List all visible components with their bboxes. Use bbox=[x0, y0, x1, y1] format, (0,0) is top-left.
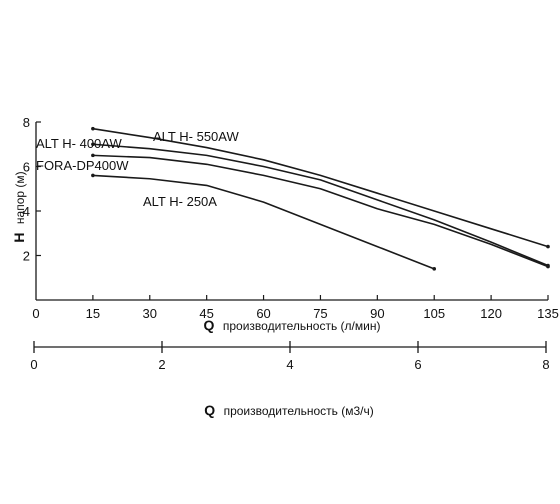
series-end-point bbox=[546, 264, 550, 269]
series-start-point bbox=[91, 126, 95, 131]
series-1: ALT H- 550AW bbox=[91, 126, 550, 249]
series-4: ALT H- 250A bbox=[91, 173, 437, 271]
secondary-axis-label-prefix: Q bbox=[204, 402, 215, 418]
y-axis-label-text: напор (м) bbox=[13, 171, 27, 224]
y-tick-label: 8 bbox=[23, 115, 30, 130]
x-tick-label: 105 bbox=[423, 306, 445, 321]
secondary-tick-label: 4 bbox=[286, 357, 293, 372]
x-tick-label: 120 bbox=[480, 306, 502, 321]
series-label: FORA-DP400W bbox=[36, 158, 129, 173]
x-axis-label-text: производительность (л/мин) bbox=[223, 319, 381, 333]
x-tick-label: 135 bbox=[537, 306, 559, 321]
x-tick-label: 60 bbox=[256, 306, 270, 321]
series-3: FORA-DP400W bbox=[36, 153, 550, 269]
x-tick-label: 75 bbox=[313, 306, 327, 321]
x-tick-label: 30 bbox=[143, 306, 157, 321]
secondary-tick-label: 6 bbox=[414, 357, 421, 372]
series-start-point bbox=[91, 173, 95, 178]
secondary-axis-label-text: производительность (м3/ч) bbox=[224, 404, 374, 418]
x-axis-ticks: 0 15 30 45 60 75 90 105 120 135 bbox=[32, 295, 559, 321]
secondary-axis-label: Q производительность (м3/ч) bbox=[204, 402, 374, 419]
secondary-tick-label: 2 bbox=[158, 357, 165, 372]
series-label: ALT H- 400AW bbox=[36, 136, 122, 151]
secondary-tick-label: 0 bbox=[30, 357, 37, 372]
y-tick-label: 2 bbox=[23, 249, 30, 264]
series-line bbox=[92, 154, 549, 268]
series-2: ALT H- 400AW bbox=[36, 136, 550, 268]
series-start-point bbox=[91, 142, 95, 147]
secondary-flow-axis: 0 2 4 6 8 bbox=[30, 341, 550, 372]
x-tick-label: 15 bbox=[86, 306, 100, 321]
y-tick-label: 6 bbox=[23, 160, 30, 175]
series-layer: ALT H- 550AW ALT H- 400AW FORA-DP400W ALT H… bbox=[36, 126, 550, 271]
x-tick-label: 0 bbox=[32, 306, 39, 321]
series-label: ALT H- 250A bbox=[143, 194, 217, 209]
series-line bbox=[92, 127, 549, 248]
series-end-point bbox=[546, 244, 550, 249]
x-axis-label: Q производительность (л/мин) bbox=[204, 317, 381, 334]
x-axis-label-prefix: Q bbox=[204, 317, 215, 333]
y-axis-ticks: 2 4 6 8 bbox=[23, 115, 41, 264]
x-tick-label: 45 bbox=[199, 306, 213, 321]
series-start-point bbox=[91, 153, 95, 158]
y-axis-label: H напор (м) bbox=[11, 171, 28, 242]
y-axis-label-prefix: H bbox=[11, 233, 27, 243]
series-end-point bbox=[432, 267, 437, 271]
series-line bbox=[92, 143, 549, 267]
x-tick-label: 90 bbox=[370, 306, 384, 321]
secondary-tick-label: 8 bbox=[542, 357, 549, 372]
series-label: ALT H- 550AW bbox=[153, 129, 239, 144]
series-line bbox=[92, 174, 435, 270]
y-tick-label: 4 bbox=[23, 204, 30, 219]
